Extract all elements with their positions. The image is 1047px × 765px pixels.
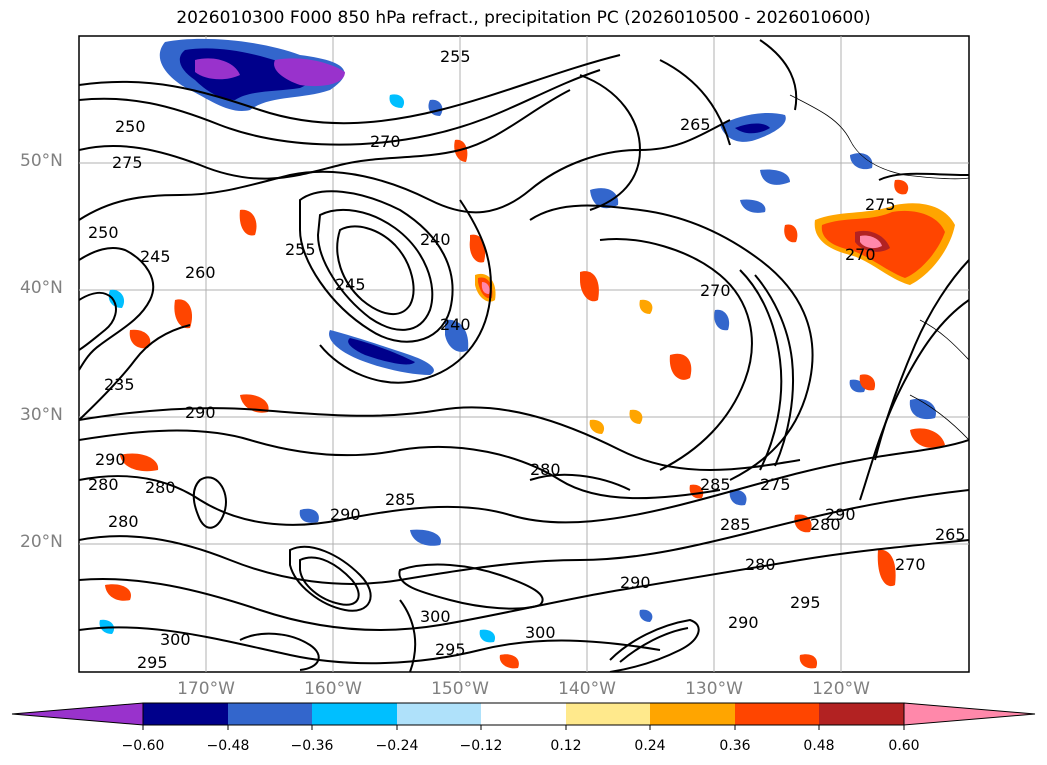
colorbar-tick-label: 0.60: [888, 738, 920, 754]
colorbar-outline: [142, 702, 905, 726]
colorbar-bin: [650, 703, 735, 725]
precip-positive: [105, 139, 955, 669]
map-frame: [78, 35, 970, 673]
lat-label-30n: 30°N: [20, 405, 63, 425]
contour-label: 280: [745, 555, 776, 574]
lon-label-140w: 140°W: [558, 679, 616, 699]
colorbar-tick-label: −0.48: [206, 738, 250, 754]
colorbar-extend-low: [11, 702, 144, 726]
colorbar-bin: [735, 703, 819, 725]
contour-label: 270: [895, 555, 926, 574]
lon-label-150w: 150°W: [431, 679, 489, 699]
contour-label: 275: [112, 153, 143, 172]
lat-label-20n: 20°N: [20, 532, 63, 552]
colorbar-tick-label: −0.12: [459, 738, 503, 754]
contour-label: 290: [728, 613, 759, 632]
contour-label: 285: [700, 475, 731, 494]
contour-label: 270: [700, 281, 731, 300]
lon-label-130w: 130°W: [685, 679, 743, 699]
contour-label: 250: [88, 223, 119, 242]
contour-label: 250: [115, 117, 146, 136]
colorbar-tick-label: 0.12: [550, 738, 582, 754]
colorbar-tick-label: 0.48: [803, 738, 835, 754]
contour-label: 245: [140, 247, 171, 266]
colorbar-extend-high: [903, 702, 1036, 726]
contour-label: 290: [825, 505, 856, 524]
contour-label: 265: [680, 115, 711, 134]
contour-label: 290: [620, 573, 651, 592]
colorbar-bin: [819, 703, 904, 725]
contour-label: 285: [385, 490, 416, 509]
colorbar-bin: [481, 703, 566, 725]
contour-label: 300: [420, 607, 451, 626]
contour-label: 260: [185, 263, 216, 282]
contour-label: 255: [285, 240, 316, 259]
colorbar-tick-label: −0.60: [121, 738, 165, 754]
colorbar-bin: [397, 703, 481, 725]
lat-label-50n: 50°N: [20, 151, 63, 171]
lat-label-40n: 40°N: [20, 278, 63, 298]
contour-label: 270: [845, 245, 876, 264]
contour-label: 275: [865, 195, 896, 214]
contour-label: 275: [760, 475, 791, 494]
contour-label: 290: [330, 505, 361, 524]
contour-lines: [79, 39, 969, 672]
contour-label: 240: [420, 230, 451, 249]
colorbar-bin: [566, 703, 650, 725]
colorbar-bin: [312, 703, 397, 725]
contour-label: 290: [95, 450, 126, 469]
contour-label: 285: [720, 515, 751, 534]
colorbar-bin: [143, 703, 228, 725]
contour-label: 265: [935, 525, 966, 544]
contour-label: 290: [185, 403, 216, 422]
contour-label: 270: [370, 132, 401, 151]
colorbar-tick-label: 0.36: [719, 738, 751, 754]
contour-label: 295: [435, 640, 466, 659]
contour-label: 300: [160, 630, 191, 649]
contour-label: 280: [88, 475, 119, 494]
map-content: 250 255 270 275 260 265 270 275 250 245 …: [79, 36, 969, 672]
colorbar: [11, 702, 1036, 730]
contour-labels: 250 255 270 275 260 265 270 275 250 245 …: [88, 47, 966, 672]
contour-label: 295: [137, 653, 168, 672]
contour-label: 235: [104, 375, 135, 394]
colorbar-tick-label: −0.24: [375, 738, 419, 754]
contour-label: 280: [145, 478, 176, 497]
colorbar-bin: [228, 703, 312, 725]
colorbar-tick-label: 0.24: [634, 738, 666, 754]
contour-label: 255: [440, 47, 471, 66]
contour-label: 295: [790, 593, 821, 612]
colorbar-tick-label: −0.36: [290, 738, 334, 754]
contour-label: 300: [525, 623, 556, 642]
contour-label: 240: [440, 315, 471, 334]
lon-label-160w: 160°W: [304, 679, 362, 699]
contour-label: 245: [335, 275, 366, 294]
contour-label: 280: [530, 460, 561, 479]
lon-label-170w: 170°W: [177, 679, 235, 699]
coastline: [789, 94, 969, 441]
map-title: 2026010300 F000 850 hPa refract., precip…: [176, 8, 871, 28]
contour-label: 280: [810, 515, 841, 534]
contour-label: 280: [108, 512, 139, 531]
lon-label-120w: 120°W: [812, 679, 870, 699]
